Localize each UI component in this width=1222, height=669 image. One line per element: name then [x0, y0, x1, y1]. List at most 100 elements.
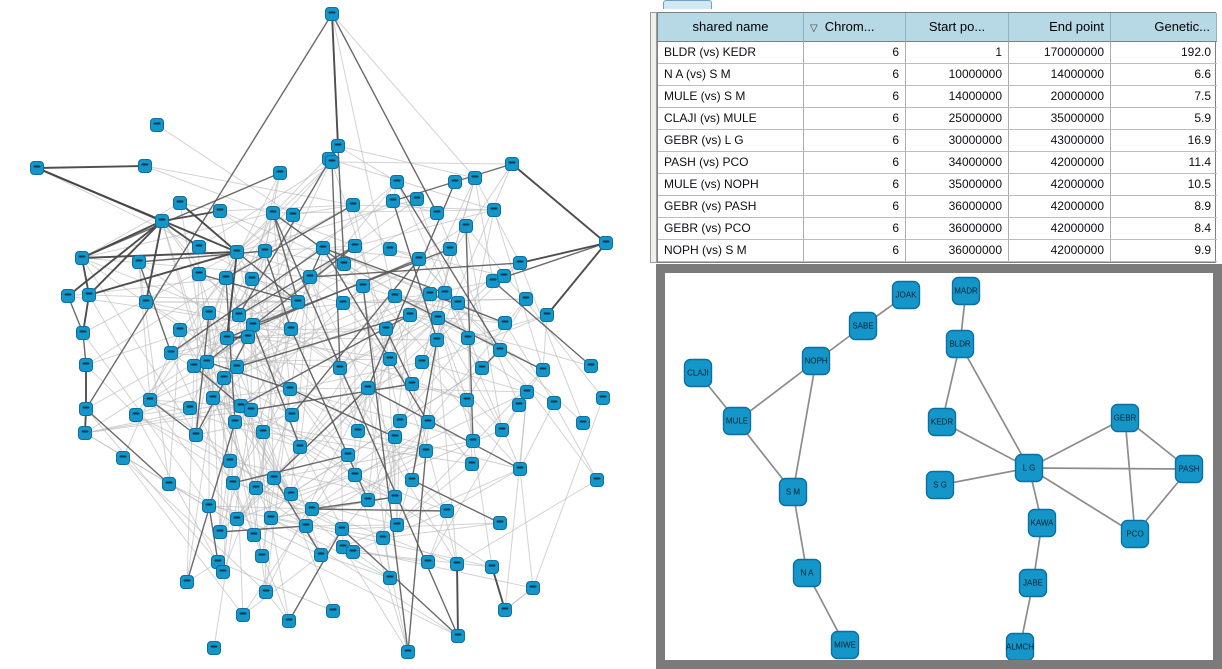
- network-node[interactable]: [448, 175, 462, 189]
- network-node[interactable]: [246, 318, 260, 332]
- table-row[interactable]: GEBR (vs) PCO 6 36000000 42000000 8.4: [658, 218, 1217, 240]
- network-node-jabe[interactable]: JABE: [1018, 568, 1048, 598]
- node-shape[interactable]: [82, 288, 96, 302]
- network-node[interactable]: [164, 346, 178, 360]
- node-shape[interactable]: [1110, 403, 1140, 433]
- network-node[interactable]: [213, 525, 227, 539]
- node-shape[interactable]: [599, 236, 613, 250]
- node-shape[interactable]: [255, 549, 269, 563]
- node-shape[interactable]: [129, 408, 143, 422]
- node-shape[interactable]: [207, 641, 221, 655]
- column-header-genetic[interactable]: Genetic...: [1111, 13, 1217, 42]
- network-node[interactable]: [356, 279, 370, 293]
- node-shape[interactable]: [258, 244, 272, 258]
- network-node-almch[interactable]: ALMCH: [1005, 632, 1034, 661]
- node-shape[interactable]: [419, 444, 433, 458]
- network-node[interactable]: [590, 473, 604, 487]
- network-node[interactable]: [305, 502, 319, 516]
- node-shape[interactable]: [498, 316, 512, 330]
- network-node[interactable]: [116, 451, 130, 465]
- network-node[interactable]: [498, 316, 512, 330]
- node-shape[interactable]: [232, 308, 246, 322]
- network-node[interactable]: [30, 161, 44, 175]
- network-node[interactable]: [403, 308, 417, 322]
- network-node[interactable]: [189, 428, 203, 442]
- network-node[interactable]: [451, 296, 465, 310]
- node-shape[interactable]: [513, 256, 527, 270]
- node-shape[interactable]: [951, 276, 981, 306]
- network-node[interactable]: [206, 391, 220, 405]
- network-node[interactable]: [536, 363, 550, 377]
- network-node[interactable]: [325, 7, 339, 21]
- network-node[interactable]: [475, 361, 489, 375]
- node-shape[interactable]: [284, 322, 298, 336]
- network-node[interactable]: [520, 385, 534, 399]
- network-node[interactable]: [512, 398, 526, 412]
- network-node[interactable]: [258, 244, 272, 258]
- network-node[interactable]: [132, 255, 146, 269]
- node-shape[interactable]: [341, 448, 355, 462]
- node-shape[interactable]: [192, 240, 206, 254]
- node-shape[interactable]: [430, 206, 444, 220]
- network-node[interactable]: [316, 241, 330, 255]
- network-node[interactable]: [493, 343, 507, 357]
- node-shape[interactable]: [76, 326, 90, 340]
- node-shape[interactable]: [485, 560, 499, 574]
- node-shape[interactable]: [305, 502, 319, 516]
- network-node[interactable]: [326, 604, 340, 618]
- table-row[interactable]: BLDR (vs) KEDR 6 1 170000000 192.0: [658, 42, 1217, 64]
- network-node-gebr[interactable]: GEBR: [1110, 403, 1140, 433]
- network-node[interactable]: [337, 257, 351, 271]
- network-node[interactable]: [255, 549, 269, 563]
- network-node[interactable]: [331, 139, 345, 153]
- node-shape[interactable]: [383, 352, 397, 366]
- node-shape[interactable]: [590, 473, 604, 487]
- network-node[interactable]: [348, 239, 362, 253]
- network-node[interactable]: [82, 288, 96, 302]
- network-node[interactable]: [187, 359, 201, 373]
- node-shape[interactable]: [244, 403, 258, 417]
- node-shape[interactable]: [448, 175, 462, 189]
- table-row[interactable]: CLAJI (vs) MULE 6 25000000 35000000 5.9: [658, 108, 1217, 130]
- node-shape[interactable]: [284, 487, 298, 501]
- node-shape[interactable]: [383, 571, 397, 585]
- network-node[interactable]: [468, 171, 482, 185]
- network-node[interactable]: [200, 355, 214, 369]
- node-shape[interactable]: [390, 175, 404, 189]
- node-shape[interactable]: [421, 555, 435, 569]
- node-shape[interactable]: [230, 360, 244, 374]
- column-header-endpoint[interactable]: End point: [1009, 13, 1111, 42]
- network-node[interactable]: [129, 408, 143, 422]
- node-shape[interactable]: [460, 393, 474, 407]
- network-node[interactable]: [401, 645, 415, 659]
- node-shape[interactable]: [223, 454, 237, 468]
- node-shape[interactable]: [282, 614, 296, 628]
- network-node[interactable]: [519, 292, 533, 306]
- node-shape[interactable]: [200, 355, 214, 369]
- network-node[interactable]: [143, 393, 157, 407]
- node-shape[interactable]: [256, 425, 270, 439]
- node-shape[interactable]: [283, 382, 297, 396]
- network-node[interactable]: [303, 270, 317, 284]
- node-shape[interactable]: [461, 331, 475, 345]
- network-node[interactable]: [513, 256, 527, 270]
- node-shape[interactable]: [393, 414, 407, 428]
- node-shape[interactable]: [155, 214, 169, 228]
- network-node[interactable]: [138, 159, 152, 173]
- network-node[interactable]: [202, 306, 216, 320]
- node-shape[interactable]: [314, 548, 328, 562]
- network-node[interactable]: [419, 444, 433, 458]
- network-node[interactable]: [430, 206, 444, 220]
- node-shape[interactable]: [891, 280, 921, 310]
- table-row[interactable]: NOPH (vs) S M 6 36000000 42000000 9.9: [658, 240, 1217, 262]
- node-shape[interactable]: [547, 396, 561, 410]
- network-node[interactable]: [450, 557, 464, 571]
- network-node-sabe[interactable]: SABE: [848, 311, 878, 341]
- network-node[interactable]: [405, 377, 419, 391]
- network-node-na[interactable]: N A: [792, 558, 822, 588]
- network-node[interactable]: [155, 214, 169, 228]
- node-shape[interactable]: [346, 545, 360, 559]
- node-shape[interactable]: [498, 603, 512, 617]
- network-node-joak[interactable]: JOAK: [891, 280, 921, 310]
- network-node[interactable]: [247, 528, 261, 542]
